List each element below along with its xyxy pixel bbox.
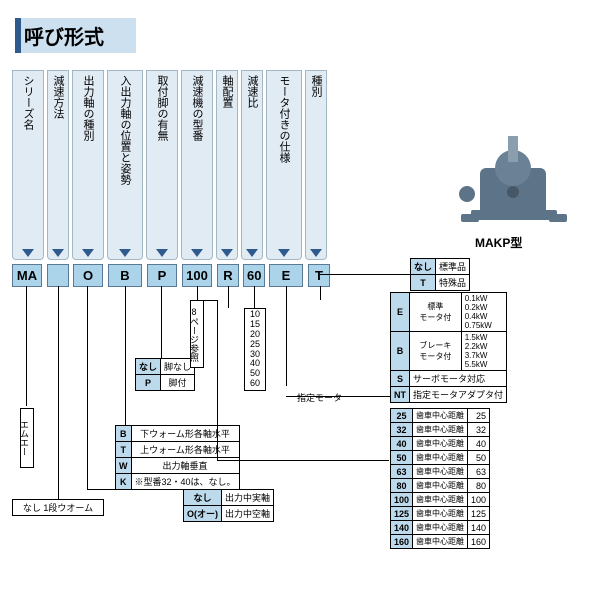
code-box: E bbox=[269, 264, 303, 287]
page-ref: 8ページ参照 bbox=[190, 300, 204, 368]
table-worm: B下ウォーム形各軸水平T上ウォーム形各軸水平W出力軸垂直K※型番32・40は、な… bbox=[115, 425, 240, 490]
line bbox=[217, 300, 218, 460]
vlabel: 出力軸の種別 bbox=[72, 70, 104, 260]
vlabel: 減速機の型番 bbox=[181, 70, 213, 260]
vlabel: シリーズ名 bbox=[12, 70, 44, 260]
line bbox=[286, 286, 287, 386]
line bbox=[320, 274, 410, 275]
table-distance: 25歯車中心距離2532歯車中心距離3240歯車中心距離4050歯車中心距離50… bbox=[390, 408, 490, 549]
line bbox=[228, 286, 229, 308]
code-box: B bbox=[108, 264, 142, 287]
vlabel: 取付脚の有無 bbox=[146, 70, 178, 260]
line bbox=[197, 300, 217, 301]
code-box bbox=[47, 264, 69, 287]
page-title: 呼び形式 bbox=[18, 18, 136, 53]
ratio-box: 1015202530405060 bbox=[244, 308, 266, 391]
table-leg: なし脚なしP脚付 bbox=[135, 358, 195, 391]
line bbox=[320, 286, 321, 300]
vlabel: 減速比 bbox=[241, 70, 263, 260]
product-label: MAKP型 bbox=[475, 234, 522, 251]
code-box: R bbox=[217, 264, 239, 287]
code-box: 100 bbox=[182, 264, 212, 287]
vertical-label-row: シリーズ名減速方法出力軸の種別入出力軸の位置と姿勢取付脚の有無減速機の型番軸配置… bbox=[12, 70, 327, 260]
line bbox=[286, 396, 390, 397]
line bbox=[26, 286, 27, 406]
line bbox=[87, 286, 88, 489]
line bbox=[197, 286, 198, 300]
vlabel: 入出力軸の位置と姿勢 bbox=[107, 70, 143, 260]
table-nashi: なし標準品T特殊品 bbox=[410, 258, 470, 291]
line bbox=[254, 286, 255, 308]
motor-designate: 指定モータ bbox=[295, 390, 344, 405]
vlabel: モータ付きの仕様 bbox=[266, 70, 302, 260]
line bbox=[217, 460, 389, 461]
product-image bbox=[455, 130, 573, 230]
code-box: T bbox=[308, 264, 330, 287]
line bbox=[125, 286, 126, 426]
code-box: O bbox=[73, 264, 103, 287]
mu-label: エムエー bbox=[20, 408, 34, 468]
stage-label: なし 1段ウオーム bbox=[12, 499, 104, 516]
code-box: MA bbox=[12, 264, 42, 287]
line bbox=[161, 286, 162, 358]
vlabel: 種別 bbox=[305, 70, 327, 260]
table-out: なし出力中実軸O(オー)出力中空軸 bbox=[183, 489, 274, 522]
vlabel: 軸配置 bbox=[216, 70, 238, 260]
table-motor: E標準モータ付0.1kW0.2kW0.4kW0.75kWBブレーキモータ付1.5… bbox=[390, 292, 507, 403]
code-box: P bbox=[147, 264, 177, 287]
vlabel: 減速方法 bbox=[47, 70, 69, 260]
code-box: 60 bbox=[243, 264, 265, 287]
line bbox=[58, 286, 59, 501]
